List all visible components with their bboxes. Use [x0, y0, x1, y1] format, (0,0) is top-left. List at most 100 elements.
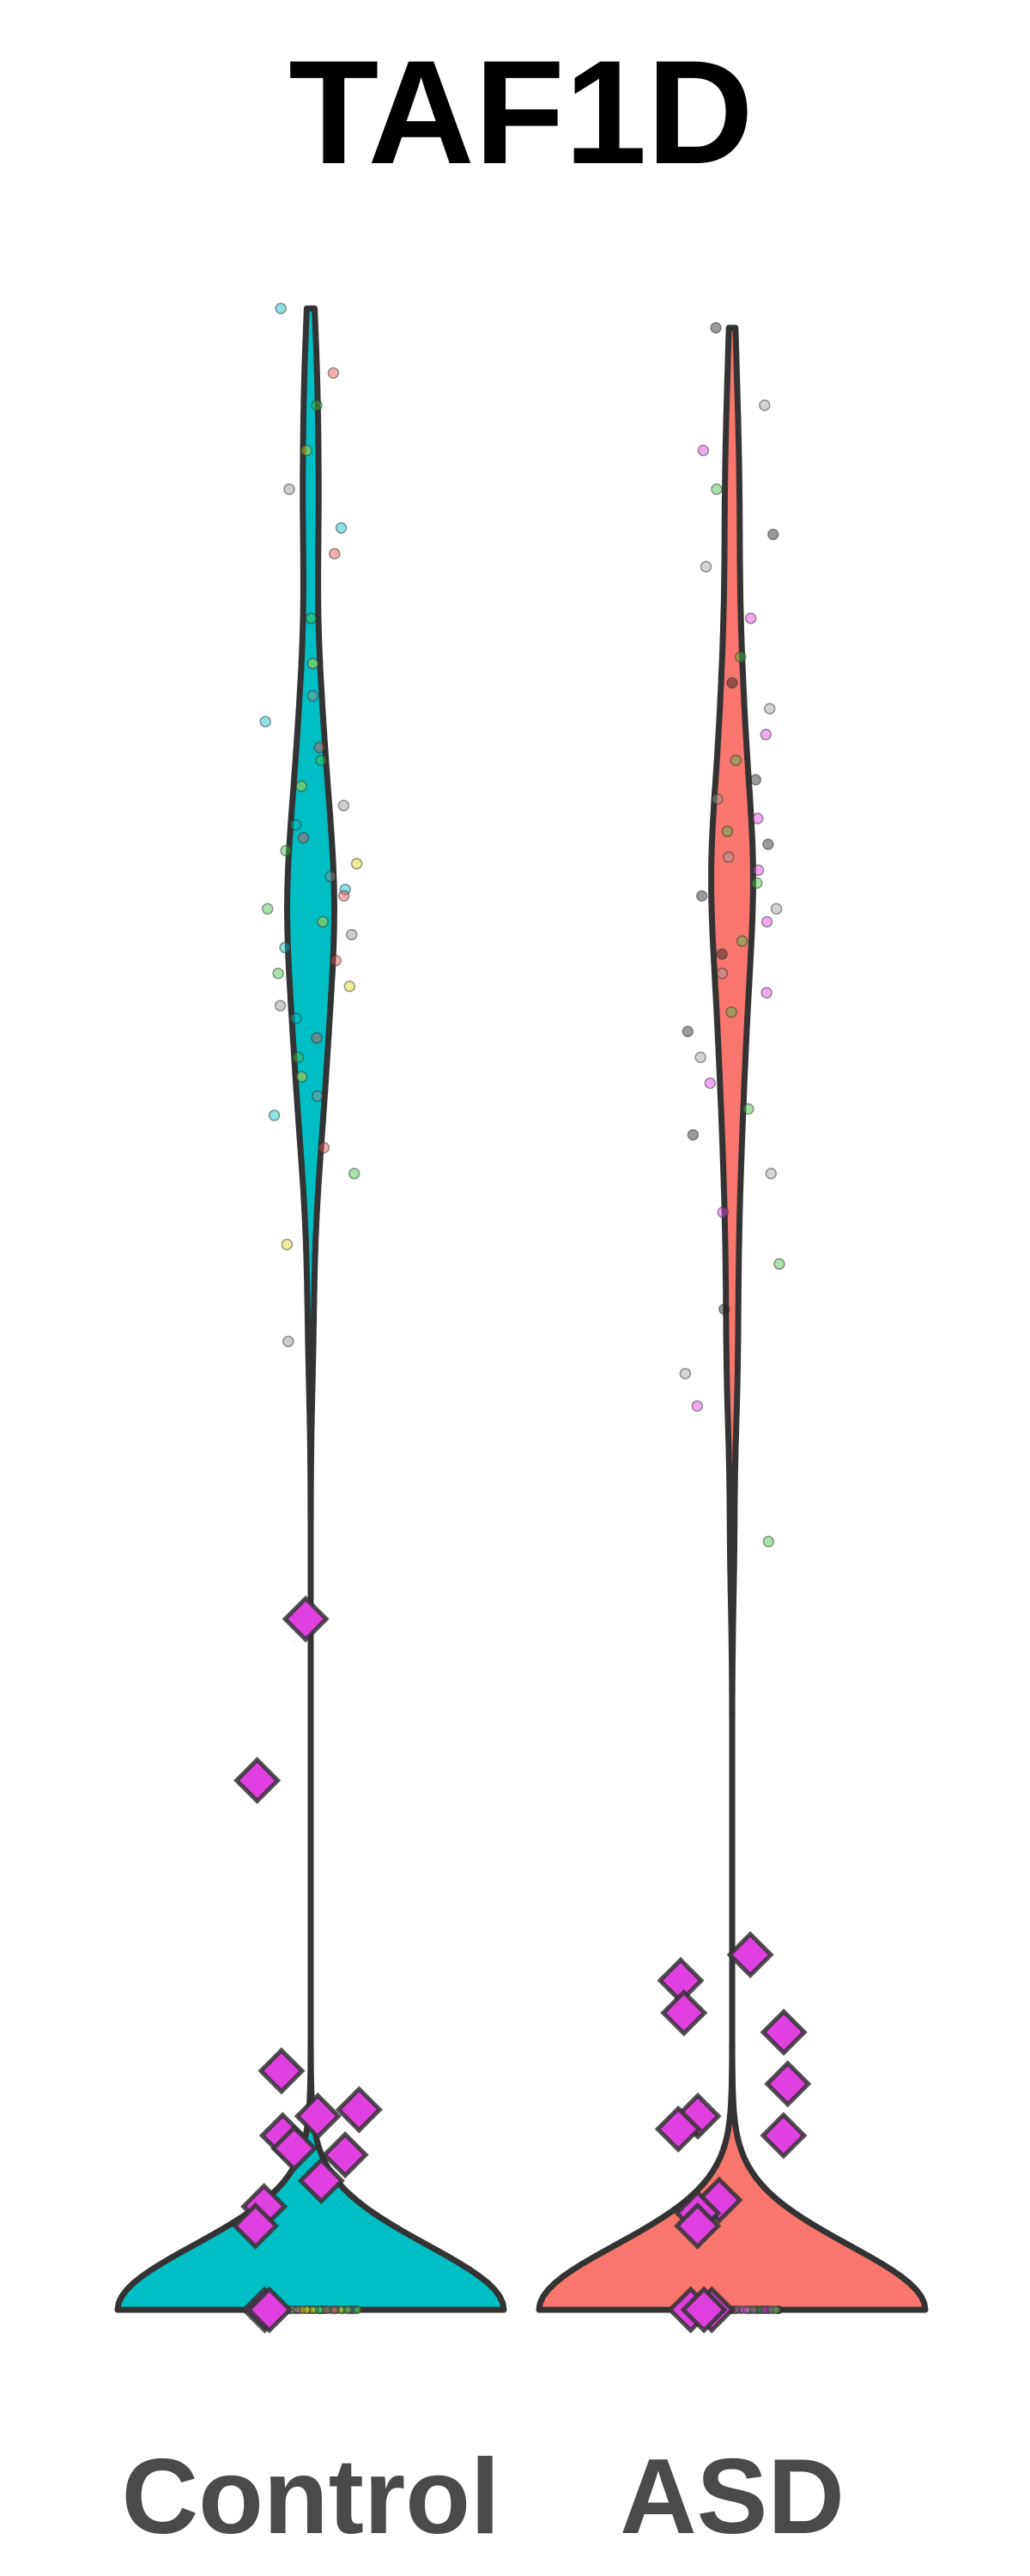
sample-point	[245, 2286, 294, 2334]
cell-point	[337, 890, 350, 902]
cell-point	[295, 2306, 304, 2314]
cell-point	[694, 1051, 706, 1064]
cell-point	[281, 1238, 294, 1251]
cell-point	[330, 2306, 339, 2314]
sample-point	[674, 2092, 722, 2140]
cell-point	[306, 657, 319, 670]
cell-point	[337, 799, 350, 811]
cell-point	[283, 483, 295, 495]
cell-point	[259, 715, 271, 728]
cell-point	[324, 871, 336, 883]
cell-point	[318, 1141, 330, 1154]
cell-point	[306, 690, 319, 702]
cell-point	[744, 612, 757, 624]
cell-point	[679, 1368, 692, 1380]
cell-point	[682, 1025, 694, 1038]
cell-point	[295, 1071, 308, 1083]
cell-point	[268, 1109, 281, 1121]
cell-point	[773, 1258, 785, 1270]
cell-point	[354, 2306, 362, 2314]
cell-point	[343, 980, 356, 993]
cell-point	[311, 399, 323, 411]
violin	[536, 325, 929, 2313]
cell-point	[350, 858, 363, 870]
cell-point	[711, 793, 724, 805]
cell-point	[328, 2306, 337, 2314]
cell-point	[295, 780, 307, 793]
cell-point	[726, 677, 738, 690]
cell-point	[711, 483, 723, 495]
sample-point	[726, 1930, 774, 1979]
cell-point	[335, 522, 348, 534]
cell-point	[762, 1535, 775, 1548]
cell-point	[697, 444, 710, 457]
cell-point	[758, 399, 771, 411]
cell-point	[704, 1077, 717, 1090]
sample-point	[258, 2047, 306, 2095]
sample-point	[335, 2086, 383, 2134]
sample-point	[270, 2124, 318, 2172]
cell-point	[300, 444, 312, 457]
cell-point	[752, 864, 765, 877]
sample-point	[654, 2105, 702, 2154]
sample-point	[232, 2202, 280, 2250]
cell-point	[691, 1400, 704, 1413]
cell-point	[348, 1167, 360, 1180]
cell-point	[687, 1128, 700, 1141]
cell-point	[290, 1012, 302, 1024]
cell-point	[716, 948, 728, 960]
cell-point	[730, 754, 742, 767]
sample-point	[297, 2157, 345, 2205]
cell-point	[305, 612, 318, 624]
cell-point	[736, 935, 748, 947]
violin	[114, 305, 507, 2313]
cell-point	[317, 915, 329, 928]
sample-point	[760, 2008, 808, 2057]
cell-point	[327, 367, 340, 380]
x-tick-label: Control	[122, 2438, 500, 2556]
sample-point	[294, 2092, 342, 2140]
sample-point	[660, 1989, 708, 2037]
cell-point	[274, 999, 287, 1012]
sample-point	[760, 2111, 808, 2160]
cell-point	[716, 967, 729, 980]
cell-point	[700, 561, 712, 573]
cell-point	[313, 741, 325, 754]
chart-title: TAF1D	[288, 30, 753, 195]
cell-point	[723, 851, 735, 864]
cell-point	[772, 2306, 780, 2314]
cell-point	[311, 1032, 323, 1044]
cell-point	[311, 2306, 319, 2314]
sample-point	[321, 2131, 369, 2179]
cell-point	[718, 1303, 730, 1315]
cell-point	[710, 321, 722, 334]
cell-point	[343, 2306, 352, 2314]
cell-point	[308, 2306, 317, 2314]
cell-point	[717, 1206, 730, 1218]
sample-point	[282, 1595, 330, 1643]
cell-point	[330, 954, 342, 967]
cell-point	[751, 877, 763, 890]
cell-point	[315, 754, 327, 767]
cell-point	[275, 302, 287, 314]
sample-point	[674, 2202, 722, 2250]
cell-point	[329, 548, 341, 560]
cell-point	[763, 702, 776, 715]
cell-point	[749, 774, 762, 786]
cell-point	[725, 1005, 737, 1018]
cell-point	[742, 1103, 754, 1115]
cell-point	[279, 941, 291, 954]
cell-point	[760, 987, 772, 999]
cell-point	[765, 1167, 778, 1180]
cell-point	[767, 528, 779, 541]
cell-point	[272, 967, 284, 980]
cell-point	[735, 651, 747, 663]
sample-point	[764, 2060, 812, 2108]
cell-point	[695, 890, 708, 902]
cell-point	[282, 1335, 294, 1347]
cell-point	[770, 902, 783, 915]
cell-point	[289, 818, 302, 831]
cell-point	[292, 1051, 305, 1064]
cell-point	[760, 915, 773, 928]
